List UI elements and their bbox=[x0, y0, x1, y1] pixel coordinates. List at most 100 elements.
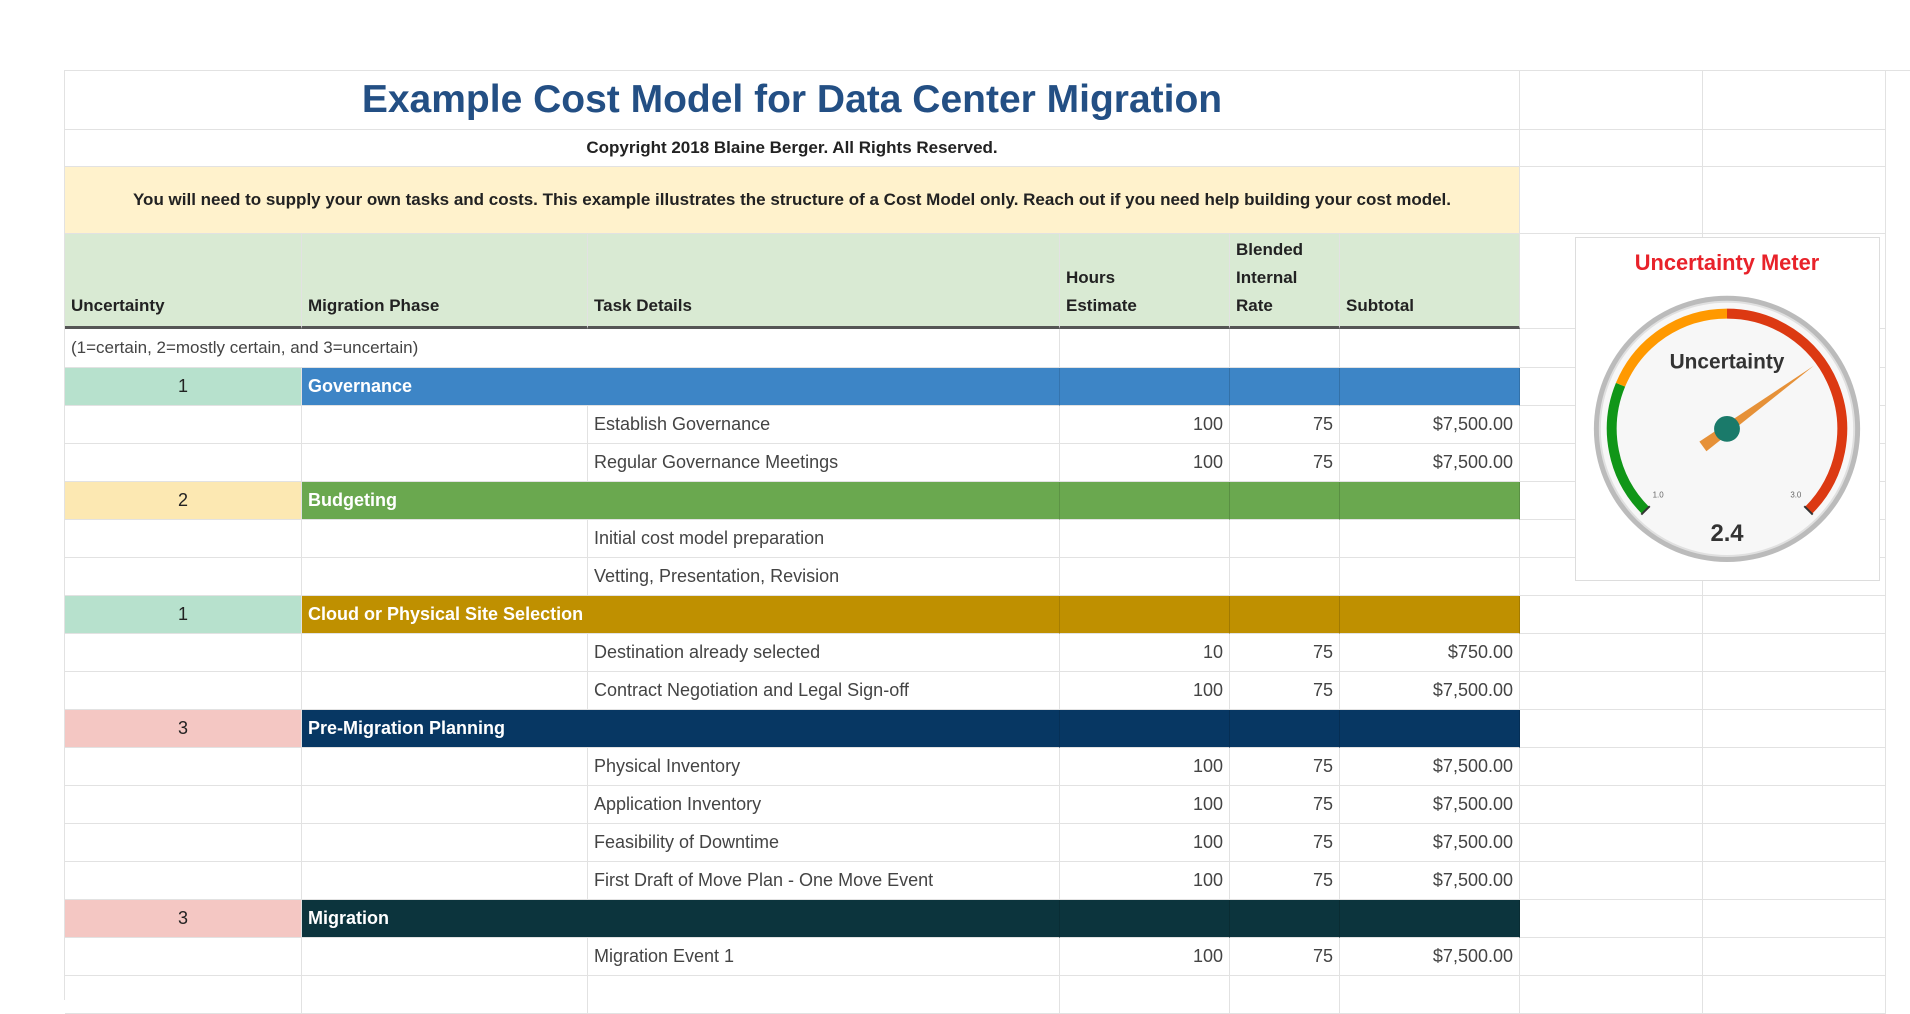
empty-cell bbox=[302, 634, 588, 672]
gauge-tick-label: 1.0 bbox=[1653, 491, 1665, 500]
subtotal: $7,500.00 bbox=[1340, 786, 1520, 824]
column-header: Migration Phase bbox=[302, 234, 588, 329]
phase-band bbox=[1060, 482, 1230, 520]
task-detail: Destination already selected bbox=[588, 634, 1060, 672]
gauge-band bbox=[1615, 308, 1728, 387]
phase-band bbox=[1060, 900, 1230, 938]
empty-cell bbox=[1703, 558, 1886, 596]
cell-text: You will need to supply your own tasks a… bbox=[132, 190, 1451, 209]
subtotal: $7,500.00 bbox=[1340, 938, 1520, 976]
empty-cell bbox=[65, 824, 302, 862]
phase-band bbox=[1340, 900, 1520, 938]
subtotal: $7,500.00 bbox=[1340, 748, 1520, 786]
empty-cell bbox=[65, 976, 302, 1014]
cell-text: Physical Inventory bbox=[594, 756, 741, 776]
cell-text: Task Details bbox=[594, 296, 692, 315]
subtotal: $7,500.00 bbox=[1340, 406, 1520, 444]
uncertainty-cell: 2 bbox=[65, 482, 302, 520]
gauge-tick bbox=[1803, 505, 1814, 516]
empty-cell bbox=[1520, 824, 1703, 862]
phase-band bbox=[1060, 710, 1230, 748]
phase-name: Budgeting bbox=[302, 482, 1060, 520]
cell-text: 75 bbox=[1312, 794, 1333, 814]
empty-cell bbox=[1230, 520, 1340, 558]
task-detail: Application Inventory bbox=[588, 786, 1060, 824]
cell-text: Example Cost Model for Data Center Migra… bbox=[361, 78, 1223, 121]
column-header: Uncertainty bbox=[65, 234, 302, 329]
empty-cell bbox=[65, 444, 302, 482]
cell-text: First Draft of Move Plan - One Move Even… bbox=[594, 870, 934, 890]
column-header: Blended Internal Rate bbox=[1230, 234, 1340, 329]
empty-cell bbox=[1703, 786, 1886, 824]
phase-name: Pre-Migration Planning bbox=[302, 710, 1060, 748]
internal-rate: 75 bbox=[1230, 748, 1340, 786]
cell-text: 100 bbox=[1192, 756, 1223, 776]
empty-cell bbox=[1060, 329, 1230, 368]
task-detail: Physical Inventory bbox=[588, 748, 1060, 786]
cell-text: (1=certain, 2=mostly certain, and 3=unce… bbox=[71, 338, 419, 357]
gauge-band bbox=[1726, 308, 1848, 514]
column-header: Subtotal bbox=[1340, 234, 1520, 329]
empty-cell bbox=[302, 406, 588, 444]
empty-cell bbox=[65, 406, 302, 444]
cell-text: 10 bbox=[1202, 642, 1223, 662]
grid-left bbox=[64, 70, 65, 1000]
cell-text: $7,500.00 bbox=[1432, 680, 1513, 700]
empty-cell bbox=[1340, 976, 1520, 1014]
gauge-band bbox=[1606, 382, 1650, 514]
cell-text: Migration bbox=[308, 908, 389, 928]
empty-cell bbox=[1520, 862, 1703, 900]
empty-cell bbox=[1060, 520, 1230, 558]
empty-cell bbox=[1520, 672, 1703, 710]
cell-text: 100 bbox=[1192, 832, 1223, 852]
column-header: Task Details bbox=[588, 234, 1060, 329]
empty-cell bbox=[1230, 329, 1340, 368]
uncertainty-cell: 1 bbox=[65, 596, 302, 634]
gauge-tick-label: 3.0 bbox=[1790, 491, 1802, 500]
empty-cell bbox=[302, 824, 588, 862]
cell-text: 75 bbox=[1312, 832, 1333, 852]
cell-text: 100 bbox=[1192, 452, 1223, 472]
hours-estimate: 10 bbox=[1060, 634, 1230, 672]
empty-cell bbox=[302, 748, 588, 786]
empty-cell bbox=[1703, 824, 1886, 862]
empty-cell bbox=[1520, 938, 1703, 976]
internal-rate: 75 bbox=[1230, 634, 1340, 672]
hours-estimate: 100 bbox=[1060, 444, 1230, 482]
cell-text: 75 bbox=[1312, 756, 1333, 776]
cell-text: 1 bbox=[177, 376, 188, 396]
task-detail: Vetting, Presentation, Revision bbox=[588, 558, 1060, 596]
phase-band bbox=[1340, 368, 1520, 406]
empty-cell bbox=[1703, 710, 1886, 748]
empty-cell bbox=[588, 976, 1060, 1014]
phase-band bbox=[1340, 710, 1520, 748]
empty-cell bbox=[65, 786, 302, 824]
empty-cell bbox=[65, 672, 302, 710]
cell-text: $7,500.00 bbox=[1432, 794, 1513, 814]
cell-text: 100 bbox=[1192, 794, 1223, 814]
gauge-title: Uncertainty Meter bbox=[1635, 250, 1820, 275]
empty-cell bbox=[302, 786, 588, 824]
internal-rate: 75 bbox=[1230, 862, 1340, 900]
task-detail: First Draft of Move Plan - One Move Even… bbox=[588, 862, 1060, 900]
empty-cell bbox=[1520, 71, 1703, 130]
subtotal: $7,500.00 bbox=[1340, 824, 1520, 862]
empty-cell bbox=[1520, 634, 1703, 672]
cell-text: 75 bbox=[1312, 642, 1333, 662]
hours-estimate: 100 bbox=[1060, 862, 1230, 900]
uncertainty-cell: 3 bbox=[65, 900, 302, 938]
phase-band bbox=[1060, 596, 1230, 634]
empty-cell bbox=[1703, 596, 1886, 634]
task-detail: Establish Governance bbox=[588, 406, 1060, 444]
empty-cell bbox=[302, 520, 588, 558]
cell-text: Establish Governance bbox=[594, 414, 771, 434]
cell-text: $750.00 bbox=[1447, 642, 1513, 662]
empty-cell bbox=[65, 748, 302, 786]
cell-text: Migration Event 1 bbox=[594, 946, 735, 966]
cell-text: Subtotal bbox=[1346, 296, 1414, 315]
empty-cell bbox=[65, 862, 302, 900]
empty-cell bbox=[1703, 938, 1886, 976]
empty-cell bbox=[1703, 167, 1886, 234]
internal-rate: 75 bbox=[1230, 672, 1340, 710]
